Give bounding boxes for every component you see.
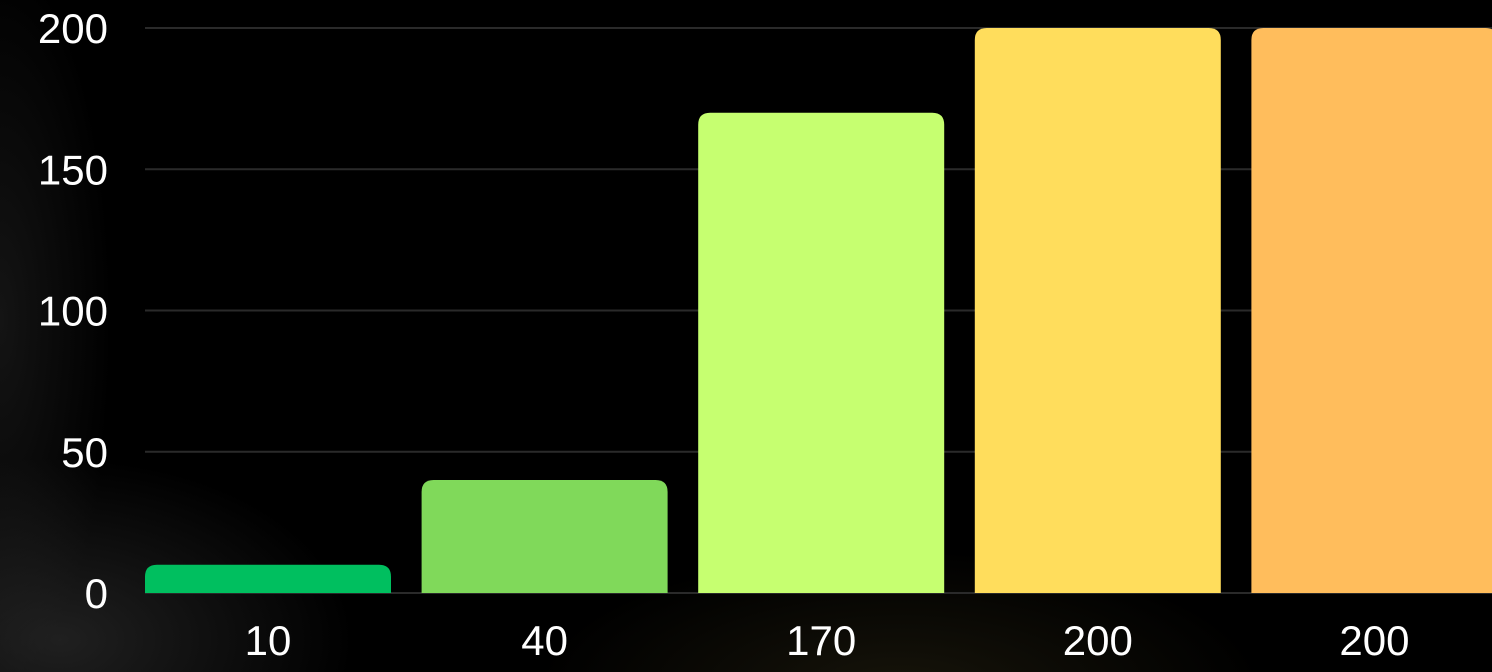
y-tick-label: 50 [61,429,108,476]
bar [421,480,668,593]
y-tick-label: 200 [38,5,108,52]
bar [1251,28,1492,593]
x-tick-label: 170 [786,617,856,664]
bar [698,112,945,593]
x-tick-label: 200 [1063,617,1133,664]
x-axis: 10 40 170 200 200 [245,617,1410,664]
x-tick-label: 200 [1339,617,1409,664]
y-tick-label: 100 [38,288,108,335]
y-tick-label: 150 [38,146,108,193]
y-tick-label: 0 [85,570,108,617]
bar [145,564,391,593]
x-tick-label: 10 [245,617,292,664]
x-tick-label: 40 [521,617,568,664]
y-axis: 0 50 100 150 200 [38,5,108,617]
bar [974,28,1221,593]
bars [145,28,1492,593]
